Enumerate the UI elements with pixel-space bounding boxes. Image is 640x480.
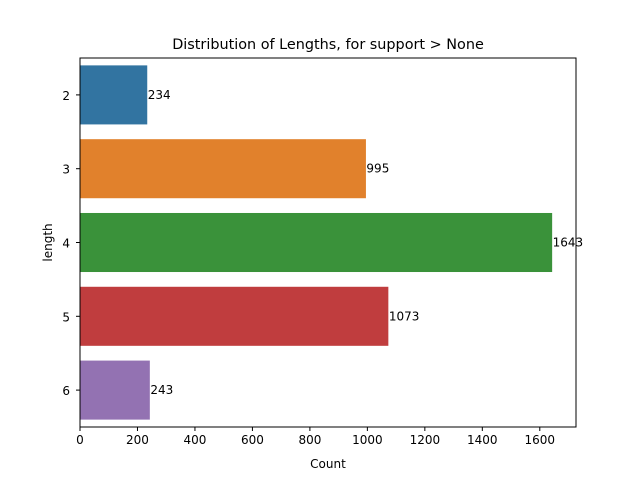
chart-title: Distribution of Lengths, for support > N… bbox=[172, 37, 484, 53]
bar-6 bbox=[80, 360, 150, 420]
x-axis-label: Count bbox=[310, 457, 346, 471]
data-label-6: 243 bbox=[150, 383, 173, 397]
x-tick-label-400: 400 bbox=[183, 433, 206, 447]
x-tick-label-600: 600 bbox=[241, 433, 264, 447]
x-tick-label-1400: 1400 bbox=[467, 433, 498, 447]
x-tick-label-200: 200 bbox=[126, 433, 149, 447]
x-tick-label-800: 800 bbox=[298, 433, 321, 447]
x-tick-label-1600: 1600 bbox=[525, 433, 556, 447]
bars-group: 234 995 1643 1073 243 bbox=[80, 65, 584, 420]
y-tick-label-3: 3 bbox=[62, 163, 70, 177]
data-label-3: 995 bbox=[366, 162, 389, 176]
bar-5 bbox=[80, 286, 389, 346]
data-label-5: 1073 bbox=[389, 309, 420, 323]
x-tick-label-1000: 1000 bbox=[352, 433, 383, 447]
bar-2 bbox=[80, 65, 148, 125]
y-tick-label-6: 6 bbox=[62, 384, 70, 398]
x-tick-label-0: 0 bbox=[76, 433, 84, 447]
data-label-4: 1643 bbox=[553, 236, 584, 250]
y-tick-label-4: 4 bbox=[62, 237, 70, 251]
x-axis-ticks: 0 200 400 600 800 1000 1200 1400 1600 bbox=[76, 427, 555, 447]
x-tick-label-1200: 1200 bbox=[410, 433, 441, 447]
plot-frame bbox=[79, 57, 577, 428]
bar-4 bbox=[80, 212, 553, 273]
data-label-2: 234 bbox=[148, 88, 171, 102]
y-axis-ticks: 2 3 4 5 6 bbox=[62, 89, 80, 398]
y-tick-label-5: 5 bbox=[62, 310, 70, 324]
y-axis-label: length bbox=[41, 223, 55, 261]
y-tick-label-2: 2 bbox=[62, 89, 70, 103]
bar-3 bbox=[80, 139, 366, 199]
